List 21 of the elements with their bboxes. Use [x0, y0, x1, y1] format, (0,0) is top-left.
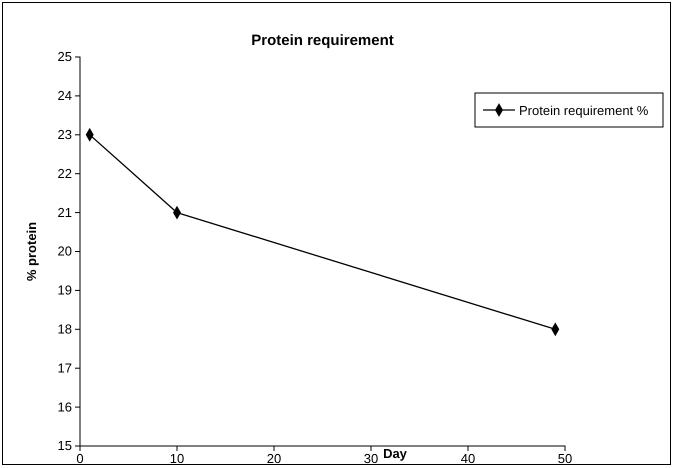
x-tick-label: 10 [170, 451, 184, 466]
x-tick-label: 40 [460, 451, 476, 466]
y-tick-label: 21 [58, 204, 72, 220]
y-tick-label: 23 [58, 126, 72, 142]
y-tick-label: 18 [58, 321, 72, 336]
y-axis-title: % protein [24, 222, 39, 282]
x-tick-label: 0 [76, 451, 84, 466]
y-tick-label: 20 [58, 244, 72, 259]
legend-label: Protein requirement % [519, 103, 649, 118]
y-tick-label: 25 [58, 49, 72, 64]
x-tick-label: 50 [558, 451, 572, 466]
x-axis-title: Day [383, 446, 408, 461]
x-tick-label: 20 [266, 451, 282, 466]
y-tick-label: 17 [58, 360, 72, 376]
y-tick-label: 15 [58, 438, 72, 454]
x-tick-label: 30 [364, 451, 378, 466]
y-tick-label: 19 [58, 282, 72, 298]
chart-title: Protein requirement [251, 32, 394, 49]
y-tick-label: 22 [58, 166, 72, 181]
y-tick-label: 24 [58, 88, 72, 104]
y-tick-label: 16 [58, 399, 72, 414]
